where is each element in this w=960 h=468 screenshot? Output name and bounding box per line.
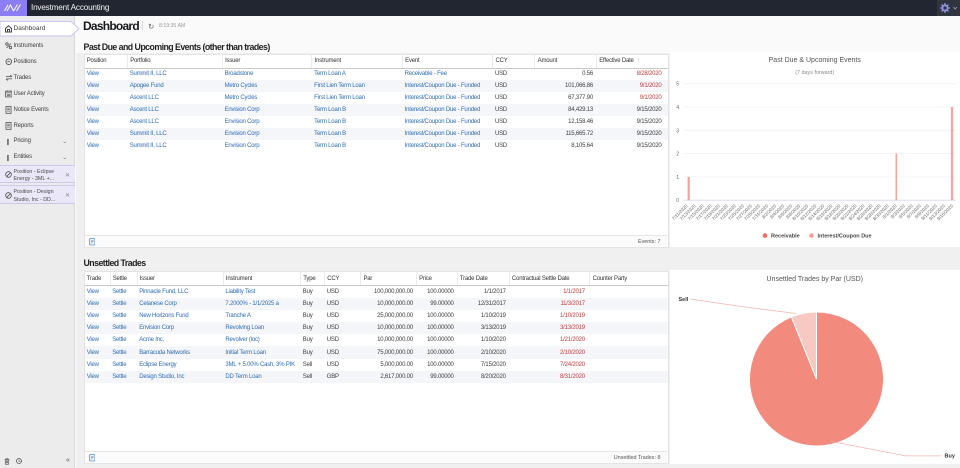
svg-text:Buy: Buy — [944, 453, 955, 459]
svg-text:5: 5 — [676, 82, 679, 88]
svg-text:Sell: Sell — [678, 297, 688, 303]
svg-text:Interest/Coupon Due: Interest/Coupon Due — [817, 234, 871, 240]
svg-text:3: 3 — [676, 128, 679, 134]
svg-text:0: 0 — [676, 198, 679, 204]
svg-text:4: 4 — [676, 105, 679, 111]
svg-text:Receivable: Receivable — [771, 234, 800, 240]
svg-text:2: 2 — [676, 152, 679, 158]
svg-text:1: 1 — [676, 175, 679, 181]
